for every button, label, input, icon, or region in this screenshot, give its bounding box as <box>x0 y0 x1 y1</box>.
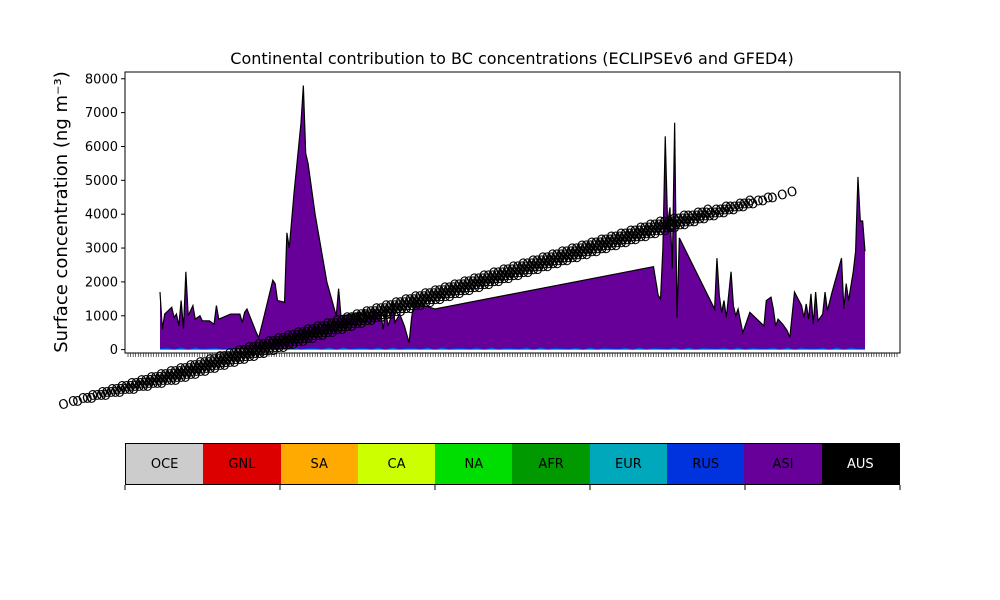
y-tick-label: 1000 <box>85 309 118 324</box>
y-tick-label: 2000 <box>85 275 118 290</box>
y-tick-label: 7000 <box>85 106 118 121</box>
series-area-asi <box>160 85 865 350</box>
y-tick-label: 8000 <box>85 72 118 87</box>
y-tick-label: 3000 <box>85 242 118 257</box>
legend-swatch-asi: ASI <box>744 444 822 484</box>
y-tick-label: 0 <box>110 343 118 358</box>
y-tick-label: 6000 <box>85 140 118 155</box>
y-tick-label: 4000 <box>85 208 118 223</box>
legend-swatch-rus: RUS <box>667 444 745 484</box>
legend-swatch-eur: EUR <box>589 444 668 484</box>
y-axis-label: Surface concentration (ng m⁻³) <box>51 71 72 353</box>
legend-swatch-oce: OCE <box>126 444 204 484</box>
legend-swatch-sa: SA <box>280 444 358 484</box>
legend-swatch-afr: AFR <box>512 444 590 484</box>
y-tick-label: 5000 <box>85 174 118 189</box>
legend-swatch-aus: AUS <box>821 444 899 484</box>
chart-title: Continental contribution to BC concentra… <box>230 49 793 68</box>
x-tick-label: OOOOOOOOOOOOOOOOOOOOOOOOOOOOOOOOOOOOOOOO… <box>169 184 800 390</box>
series-colorbar: OCE GNL SA CA NA AFR EUR RUS ASI AUS <box>125 443 900 485</box>
series-line-total <box>159 85 866 344</box>
legend-swatch-ca: CA <box>357 444 436 484</box>
legend-swatch-na: NA <box>435 444 513 484</box>
legend-swatch-gnl: GNL <box>203 444 281 484</box>
